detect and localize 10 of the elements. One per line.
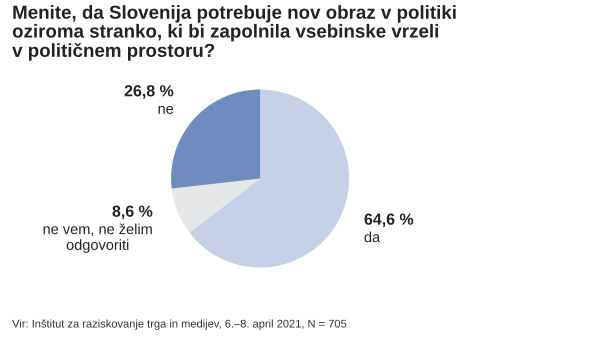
slice-label: da [364,232,380,242]
text: Vir: Inštitut za raziskovanje trga in medijev, 6.–8. april 2021, N = 705 [12,319,346,330]
slice-label: ne vem, ne želim odgovoriti [44,224,152,253]
pie-slice [189,89,350,268]
data-label: 8,6 % [112,206,152,220]
pie-slice [172,178,260,233]
data-label: 64,6 % [364,214,414,228]
chart-title: Menite, da Slovenija potrebuje nov obraz v politiki oziroma stranko, ki bi zapolnila vsebinske vrzeli v političnem prostoru? [12,5,456,61]
slice-label: ne [158,106,174,114]
data-label: 26,8 % [124,85,174,99]
